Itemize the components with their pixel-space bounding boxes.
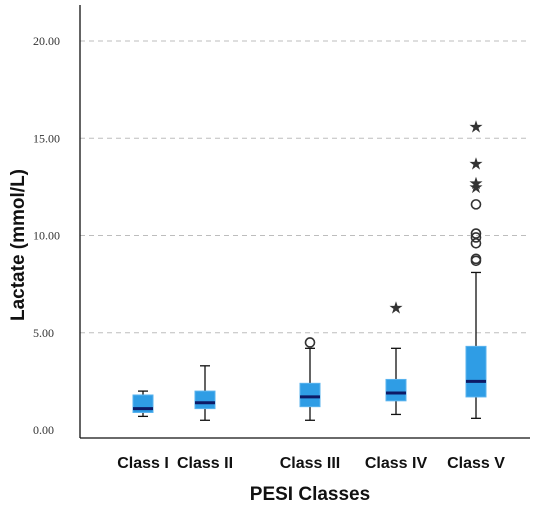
- y-tick-label: 20.00: [33, 34, 60, 48]
- iqr-box: [194, 390, 216, 410]
- iqr-box: [385, 378, 407, 402]
- x-axis-title: PESI Classes: [250, 484, 370, 505]
- box-plot-class-i: [132, 390, 154, 418]
- outlier-marker: [470, 199, 482, 210]
- box-plot-class-iv: ★: [385, 298, 407, 416]
- iqr-box: [299, 382, 321, 408]
- extreme-marker: ★: [388, 298, 403, 318]
- y-tick-labels: 0.00 5.00 10.00 15.00 20.00: [33, 34, 60, 437]
- x-category-label: Class II: [177, 455, 233, 472]
- y-tick-label: 0.00: [33, 423, 54, 437]
- box-plot-class-ii: [194, 365, 216, 421]
- x-category-label: Class III: [280, 455, 340, 472]
- y-tick-label: 10.00: [33, 229, 60, 243]
- x-category-labels: Class I Class II Class III Class IV Class V: [117, 455, 505, 472]
- extreme-marker: ★: [468, 118, 483, 138]
- gridlines: [80, 40, 530, 334]
- outlier-marker: [470, 232, 482, 243]
- box-plots: ★★★★★: [132, 118, 487, 421]
- x-category-label: Class IV: [365, 455, 428, 472]
- extreme-marker: ★: [468, 155, 483, 175]
- outlier-marker: [470, 228, 482, 239]
- outlier-marker: [304, 337, 316, 348]
- y-axis-title: Lactate (mmol/L): [8, 169, 29, 321]
- x-category-label: Class I: [117, 455, 169, 472]
- extreme-marker: ★: [468, 174, 483, 194]
- iqr-box: [465, 345, 487, 398]
- extreme-marker: ★: [468, 178, 483, 198]
- outlier-marker: [470, 253, 482, 265]
- box-plot-class-v: ★★★★: [465, 118, 487, 419]
- y-tick-label: 15.00: [33, 131, 60, 145]
- axes: [79, 5, 530, 439]
- y-tick-label: 5.00: [33, 326, 54, 340]
- x-category-label: Class V: [447, 455, 505, 472]
- box-plot-class-iii: [299, 337, 321, 421]
